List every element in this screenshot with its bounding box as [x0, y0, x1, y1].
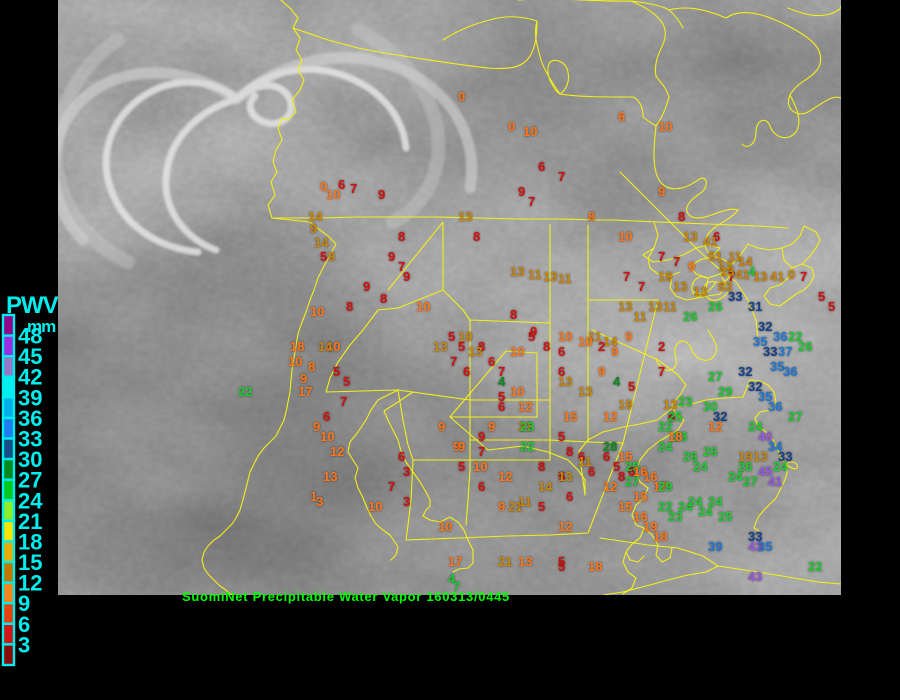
- svg-text:3: 3: [18, 632, 30, 657]
